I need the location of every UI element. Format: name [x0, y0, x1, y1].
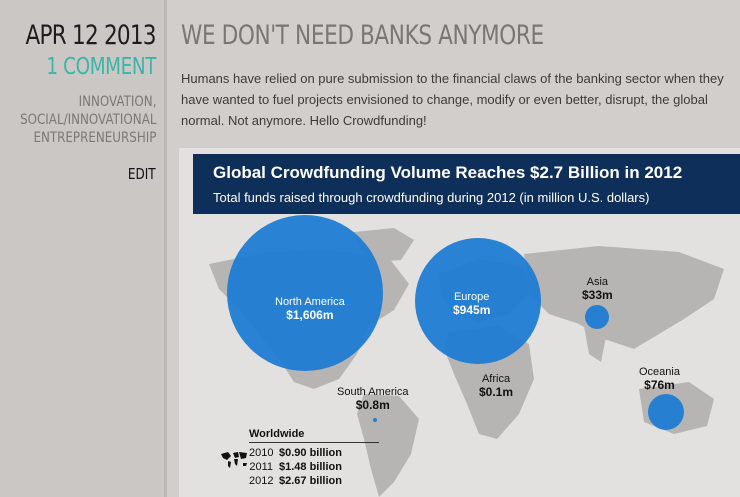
region-label-north-america: North America $1,606m [275, 296, 345, 322]
category-link[interactable]: INNOVATION, [78, 94, 156, 110]
oceania-bubble [648, 394, 684, 430]
worldwide-table: Worldwide 2010 $0.90 billion 2011 $1.48 … [249, 428, 379, 488]
region-label-africa: Africa $0.1m [479, 373, 514, 399]
world-icon [221, 452, 247, 468]
infographic-title: Global Crowdfunding Volume Reaches $2.7 … [213, 163, 683, 182]
comments-link[interactable]: 1 COMMENT [46, 54, 156, 80]
region-label-south-america: South America $0.8m [337, 386, 409, 412]
category-link[interactable]: SOCIAL/INNOVATIONAL [19, 112, 156, 128]
infographic-subtitle: Total funds raised through crowdfunding … [213, 190, 650, 205]
india-shape [584, 326, 607, 362]
europe-bubble [415, 238, 541, 364]
region-label-europe: Europe $945m [453, 291, 491, 317]
south-america-bubble [373, 418, 377, 422]
category-link[interactable]: ENTREPRENEURSHIP [32, 130, 156, 146]
category-list: INNOVATION, SOCIAL/INNOVATIONAL ENTREPRE… [20, 93, 156, 147]
worldwide-heading: Worldwide [249, 428, 379, 443]
post-intro: Humans have relied on pure submission to… [181, 71, 724, 128]
region-label-oceania: Oceania $76m [639, 366, 680, 392]
infographic-header: Global Crowdfunding Volume Reaches $2.7 … [193, 154, 740, 214]
value-cell: $0.90 billion [279, 447, 342, 459]
post-title[interactable]: WE DON'T NEED BANKS ANYMORE [181, 20, 544, 51]
asia-bubble [585, 305, 609, 329]
table-row: 2012 $2.67 billion [249, 474, 379, 488]
post-content: WE DON'T NEED BANKS ANYMORE Humans have … [167, 0, 740, 497]
asia-shape [524, 246, 724, 349]
edit-link[interactable]: EDIT [128, 165, 156, 183]
post-sidebar: APR 12 2013 1 COMMENT INNOVATION, SOCIAL… [0, 0, 167, 497]
table-row: 2010 $0.90 billion [249, 446, 379, 460]
south-america-shape [357, 394, 419, 497]
post-date: APR 12 2013 [25, 20, 157, 51]
year-cell: 2010 [249, 447, 274, 459]
north-america-bubble [227, 215, 383, 371]
year-cell: 2012 [249, 475, 274, 487]
year-cell: 2011 [249, 461, 273, 473]
region-label-asia: Asia $33m [582, 276, 613, 302]
table-row: 2011 $1.48 billion [249, 460, 379, 474]
crowdfunding-infographic: Global Crowdfunding Volume Reaches $2.7 … [179, 148, 740, 497]
value-cell: $2.67 billion [279, 475, 342, 487]
value-cell: $1.48 billion [279, 461, 342, 473]
